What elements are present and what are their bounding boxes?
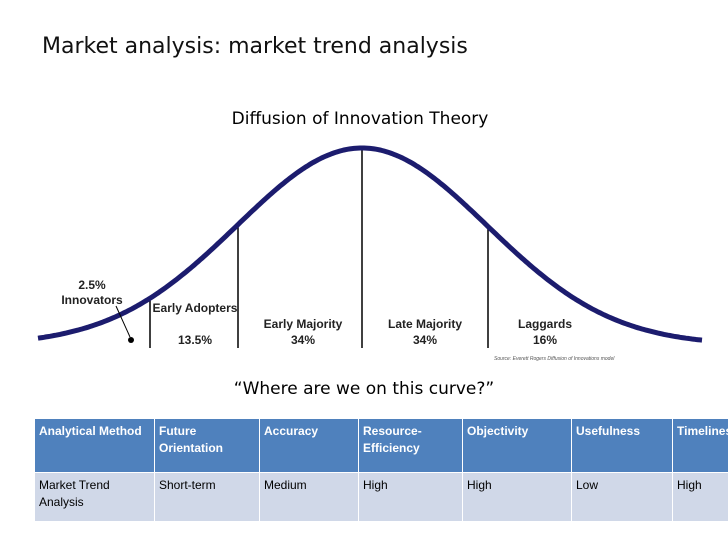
bell-curve xyxy=(37,145,703,343)
segment-label: Late Majority xyxy=(388,317,462,331)
table-cell: High xyxy=(358,472,463,522)
pointer-dot xyxy=(128,337,134,343)
dividers xyxy=(149,148,489,348)
segment-share: 34% xyxy=(413,333,437,347)
segment-share: 13.5% xyxy=(178,333,212,347)
pointer xyxy=(115,305,131,338)
diagram-title: Diffusion of Innovation Theory xyxy=(232,109,489,129)
table-cell: Market Trend Analysis xyxy=(34,472,155,522)
comparison-table: Analytical Method Future Orientation Accur… xyxy=(34,418,728,522)
segment-label: Laggards xyxy=(518,317,572,331)
segment-share: 2.5% xyxy=(78,278,106,292)
header-cell: Accuracy xyxy=(259,418,359,473)
header-row: Analytical Method Future Orientation Accur… xyxy=(34,418,728,473)
table-cell: Medium xyxy=(259,472,359,522)
segment-label: Early Adopters xyxy=(153,301,238,315)
header-cell: Resource-Efficiency xyxy=(358,418,463,473)
segment-label: Innovators xyxy=(61,293,123,307)
segment-share: 34% xyxy=(291,333,315,347)
header-cell: Timeliness xyxy=(672,418,728,473)
header-cell: Objectivity xyxy=(462,418,572,473)
slide-title: Market analysis: market trend analysis xyxy=(42,34,468,59)
table-cell: Short-term xyxy=(154,472,260,522)
header-cell: Usefulness xyxy=(571,418,673,473)
table-cell: High xyxy=(462,472,572,522)
question: “Where are we on this curve?” xyxy=(234,379,494,399)
table-row: Market Trend Analysis Short-term Medium Hig… xyxy=(34,472,728,522)
header-cell: Future Orientation xyxy=(154,418,260,473)
source: Source: Everett Rogers Diffusion of Inno… xyxy=(494,356,615,362)
table-cell: Low xyxy=(571,472,673,522)
segment-label: Early Majority xyxy=(264,317,343,331)
table-cell: High xyxy=(672,472,728,522)
header-cell: Analytical Method xyxy=(34,418,155,473)
segment-share: 16% xyxy=(533,333,557,347)
